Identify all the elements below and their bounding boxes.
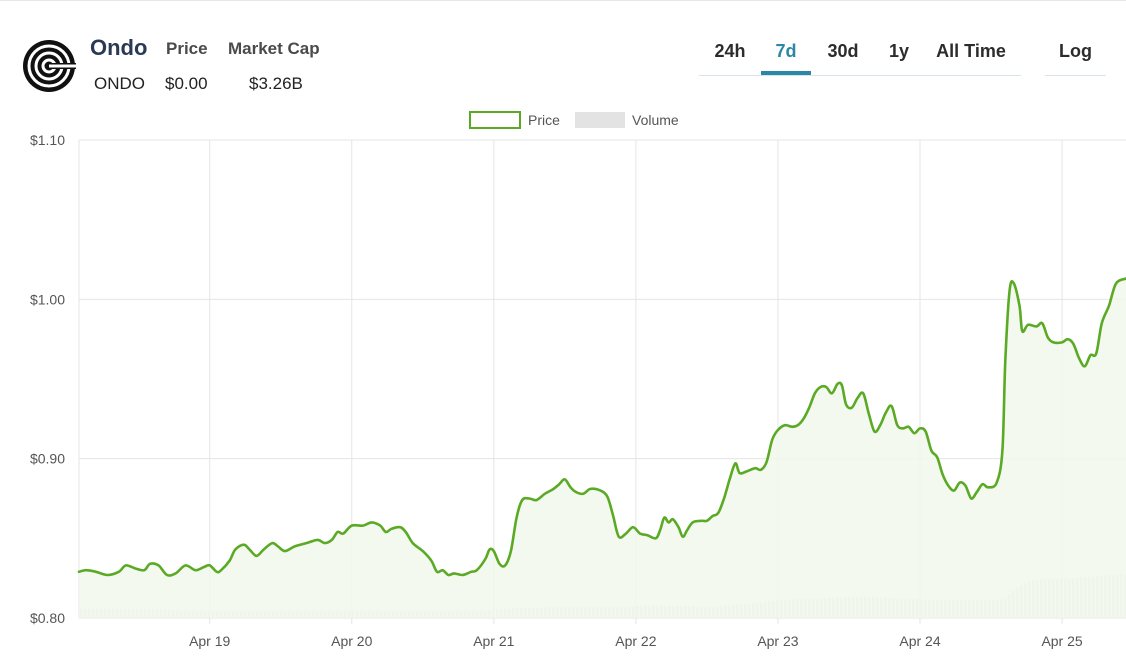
price-series-line <box>77 277 1126 577</box>
price-area <box>79 278 1126 618</box>
y-tick-label: $1.00 <box>30 291 65 307</box>
log-scale-button[interactable]: Log <box>1059 41 1092 61</box>
time-range-tabs: 24h 7d 30d 1y All Time <box>699 33 1021 76</box>
x-tick-label: Apr 22 <box>615 633 656 649</box>
x-tick-label: Apr 24 <box>899 633 940 649</box>
price-area-fill <box>79 278 1126 618</box>
x-tick-label: Apr 20 <box>331 633 372 649</box>
y-tick-label: $1.10 <box>30 132 65 148</box>
legend-volume-label[interactable]: Volume <box>632 112 679 128</box>
y-tick-label: $0.90 <box>30 451 65 467</box>
axes: $1.10 $1.00 $0.90 $0.80 Apr 19 Apr 20 Apr 21 Ap… <box>30 132 1083 649</box>
top-divider <box>0 0 1126 1</box>
market-cap-heading: Market Cap <box>228 39 320 58</box>
legend[interactable]: Price Volume <box>469 111 679 129</box>
price-line-layer <box>77 277 1126 577</box>
range-30d-button[interactable]: 30d <box>827 41 859 61</box>
legend-price-label[interactable]: Price <box>528 112 560 128</box>
asset-symbol: ONDO <box>94 74 145 93</box>
x-tick-label: Apr 21 <box>473 633 514 649</box>
asset-name: Ondo <box>90 35 148 60</box>
y-tick-label: $0.80 <box>30 610 65 626</box>
x-tick-label: Apr 19 <box>189 633 230 649</box>
market-cap-value: $3.26B <box>249 74 303 93</box>
x-tick-label: Apr 25 <box>1041 633 1082 649</box>
log-scale-toggle-group: Log <box>1045 33 1106 76</box>
x-tick-label: Apr 23 <box>757 633 798 649</box>
range-1y-button[interactable]: 1y <box>888 41 910 61</box>
legend-price-swatch[interactable] <box>469 111 521 129</box>
range-all-time-button[interactable]: All Time <box>936 41 1006 61</box>
range-24h-button[interactable]: 24h <box>714 41 746 61</box>
ondo-logo-icon <box>23 40 76 92</box>
price-heading: Price <box>166 39 208 58</box>
price-value: $0.00 <box>165 74 208 93</box>
legend-volume-swatch[interactable] <box>575 112 625 128</box>
range-7d-button[interactable]: 7d <box>761 33 811 75</box>
